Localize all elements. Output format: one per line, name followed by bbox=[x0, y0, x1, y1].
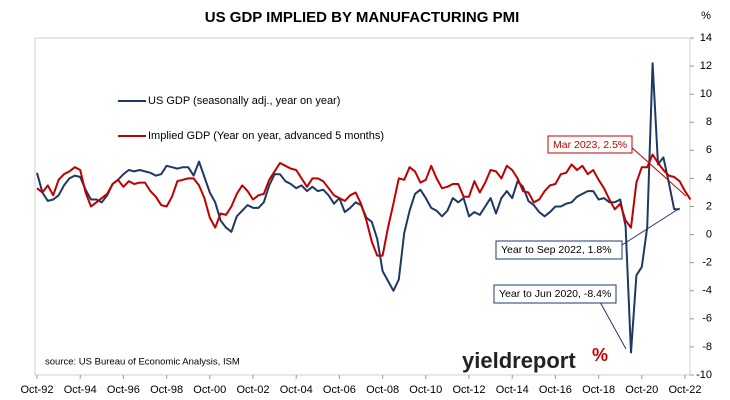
line-series bbox=[36, 153, 692, 257]
annotation-box bbox=[493, 284, 617, 304]
y-tick-label: 14 bbox=[700, 32, 712, 44]
annotation-box bbox=[495, 240, 623, 260]
x-tick-label: Oct-14 bbox=[496, 384, 529, 396]
x-tick-label: Oct-12 bbox=[452, 384, 485, 396]
annotation: Year to Jun 2020, -8.4% bbox=[499, 288, 611, 300]
leader bbox=[599, 301, 627, 350]
legend-label: US GDP (seasonally adj., year on year) bbox=[148, 95, 340, 107]
x-tick-label: Oct-92 bbox=[20, 384, 53, 396]
x-tick-label: Oct-08 bbox=[366, 384, 399, 396]
x-tick-label: Oct-00 bbox=[193, 384, 226, 396]
x-tick-label: Oct-96 bbox=[107, 384, 140, 396]
y-tick-label: 4 bbox=[706, 172, 712, 184]
x-tick-label: Oct-16 bbox=[539, 384, 572, 396]
annotation-box bbox=[547, 135, 633, 154]
x-tick-label: Oct-10 bbox=[409, 384, 442, 396]
x-tick-label: Oct-18 bbox=[582, 384, 615, 396]
x-tick-label: Oct-06 bbox=[323, 384, 356, 396]
x-tick-label: Oct-94 bbox=[64, 384, 97, 396]
source: source: US Bureau of Economic Analysis, … bbox=[45, 357, 240, 368]
leader bbox=[621, 207, 681, 246]
chart-title: US GDP IMPLIED BY MANUFACTURING PMI bbox=[205, 9, 519, 26]
y-tick-label: 8 bbox=[706, 116, 712, 128]
y-tick-label: -4 bbox=[702, 285, 712, 297]
x-tick-label: Oct-20 bbox=[625, 384, 658, 396]
annotation: Mar 2023, 2.5% bbox=[553, 139, 627, 151]
x-tick-label: Oct-04 bbox=[280, 384, 313, 396]
legend-label: Implied GDP (Year on year, advanced 5 mo… bbox=[148, 130, 384, 142]
y-tick-label: 10 bbox=[700, 88, 712, 100]
x-tick-label: Oct-22 bbox=[668, 384, 701, 396]
x-tick-label: Oct-02 bbox=[236, 384, 269, 396]
y-tick-label: -6 bbox=[702, 313, 712, 325]
leader bbox=[629, 145, 687, 197]
y-tick-label: -10 bbox=[696, 369, 712, 381]
y-tick-label: 12 bbox=[700, 60, 712, 72]
y-axis-label: % bbox=[701, 10, 711, 22]
logo-mark: % bbox=[592, 345, 608, 365]
y-tick-label: -2 bbox=[702, 257, 712, 269]
y-tick-label: -8 bbox=[702, 341, 712, 353]
x-tick-label: Oct-98 bbox=[150, 384, 183, 396]
line-series bbox=[36, 62, 680, 354]
y-tick-label: 6 bbox=[706, 144, 712, 156]
y-tick-label: 0 bbox=[706, 228, 712, 240]
logo: yieldreport bbox=[462, 348, 576, 373]
annotation: Year to Sep 2022, 1.8% bbox=[501, 244, 612, 256]
y-tick-label: 2 bbox=[706, 200, 712, 212]
